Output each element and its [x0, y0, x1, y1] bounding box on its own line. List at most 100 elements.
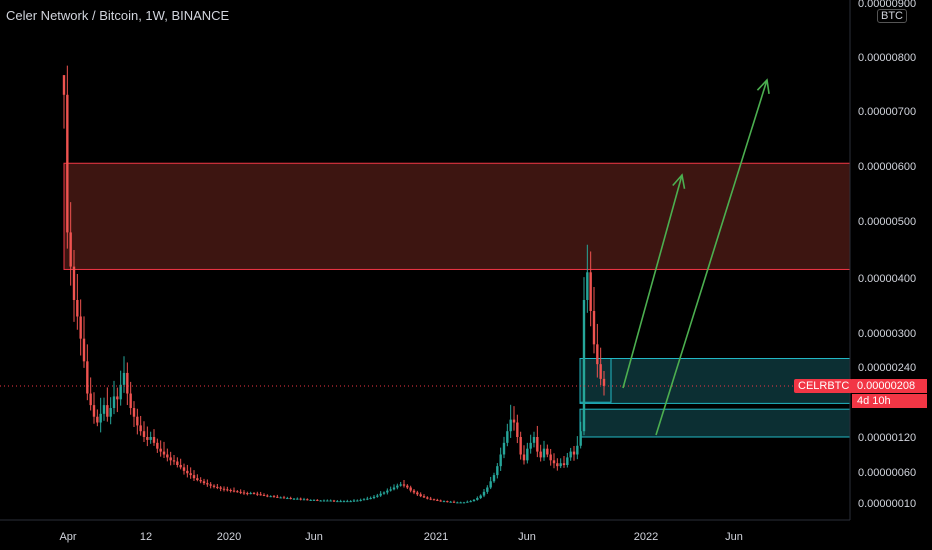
candle-body — [369, 498, 372, 500]
candle-body — [342, 501, 346, 503]
price-axis-background — [850, 0, 932, 520]
time-tick-label: Jun — [305, 531, 323, 543]
candle-body — [139, 425, 142, 432]
candle-body — [596, 344, 599, 365]
candle-body — [62, 75, 66, 95]
candle-body — [122, 372, 126, 385]
candle-body — [102, 405, 106, 414]
candle-body — [456, 502, 459, 504]
candle-body — [339, 501, 342, 503]
candle-body — [366, 498, 369, 500]
price-tick-label: 0.00000120 — [858, 432, 916, 444]
candle-body — [439, 500, 442, 502]
candle-body — [486, 487, 489, 492]
candle-body — [206, 483, 209, 485]
candle-body — [246, 493, 249, 495]
candle-body — [586, 272, 589, 300]
currency-badge[interactable]: BTC — [877, 9, 907, 23]
candle-body — [559, 463, 562, 467]
price-tick-label: 0.00000300 — [858, 328, 916, 340]
candle-body — [466, 501, 469, 503]
time-tick-label: 2021 — [424, 531, 448, 543]
uptrend-arrow-1-head — [672, 173, 686, 189]
candle-body — [172, 460, 176, 462]
candle-body — [266, 495, 269, 497]
candle-body — [576, 445, 579, 455]
candle-body — [542, 448, 546, 458]
candle-body — [136, 416, 139, 426]
candle-body — [522, 454, 526, 461]
candle-body — [382, 492, 386, 494]
candle-body — [356, 500, 359, 502]
candle-body — [566, 457, 569, 465]
price-axis[interactable]: 0.00000900 0.00000800 0.00000700 0.00000600… — [849, 0, 932, 520]
candle-body — [132, 408, 136, 417]
candle-body — [99, 413, 102, 423]
candle-body — [302, 499, 306, 501]
candle-body — [416, 492, 419, 495]
price-tick-label: 0.00000900 — [858, 0, 916, 10]
price-tick-label: 0.00000240 — [858, 362, 916, 374]
candle-body — [569, 451, 572, 458]
price-tick-label: 0.00000700 — [858, 106, 916, 118]
candle-body — [112, 396, 116, 409]
candle-body — [432, 499, 436, 501]
candle-body — [69, 232, 72, 267]
candle-body — [379, 493, 382, 496]
candle-body — [249, 493, 252, 495]
uptrend-arrow-1 — [622, 173, 686, 389]
candle-body — [229, 489, 232, 491]
candle-body — [399, 484, 402, 486]
overlays-layer — [0, 78, 850, 436]
candle-body — [82, 338, 86, 362]
candle-body — [322, 500, 326, 502]
candle-body — [166, 454, 169, 458]
candle-body — [592, 311, 596, 345]
candle-body — [346, 501, 349, 503]
candle-body — [262, 494, 266, 496]
candle-body — [106, 405, 109, 417]
candle-body — [422, 496, 426, 498]
candle-body — [306, 499, 309, 501]
candle-body — [242, 492, 246, 494]
candle-body — [579, 431, 582, 446]
candle-body — [412, 490, 416, 493]
candle-body — [182, 467, 186, 471]
candle-body — [359, 499, 362, 501]
candle-body — [602, 378, 606, 386]
candle-body — [469, 501, 472, 503]
candle-body — [599, 364, 602, 379]
time-tick-label: Apr — [59, 531, 76, 543]
time-tick-label: 12 — [140, 531, 152, 543]
candle-body — [202, 481, 206, 484]
price-tick-label: 0.00000400 — [858, 273, 916, 285]
candle-body — [66, 94, 69, 233]
time-tick-label: 2020 — [217, 531, 241, 543]
chart-title: Celer Network / Bitcoin, 1W, BINANCE — [6, 8, 230, 23]
candle-body — [332, 500, 336, 502]
candle-body — [269, 496, 272, 498]
candle-body — [329, 500, 332, 502]
candle-body — [479, 495, 482, 499]
candle-body — [109, 408, 112, 417]
candle-body — [279, 497, 282, 499]
candle-body — [152, 437, 156, 443]
resistance-zone — [63, 162, 851, 270]
candle-body — [169, 457, 172, 461]
candle-body — [199, 480, 202, 482]
candle-body — [216, 486, 219, 488]
support-zone-2 — [579, 408, 851, 438]
candle-body — [349, 501, 352, 503]
candle-body — [289, 498, 292, 500]
time-axis[interactable]: Apr 12 2020 Jun 2021 Jun 2022 Jun — [0, 519, 850, 543]
candle-body — [119, 384, 122, 400]
candle-body — [426, 497, 429, 499]
candle-body — [162, 451, 166, 455]
candle-body — [336, 501, 339, 503]
candle-body — [116, 396, 119, 400]
candle-body — [419, 494, 422, 497]
time-tick-label: 2022 — [634, 531, 658, 543]
candle-body — [142, 431, 146, 437]
